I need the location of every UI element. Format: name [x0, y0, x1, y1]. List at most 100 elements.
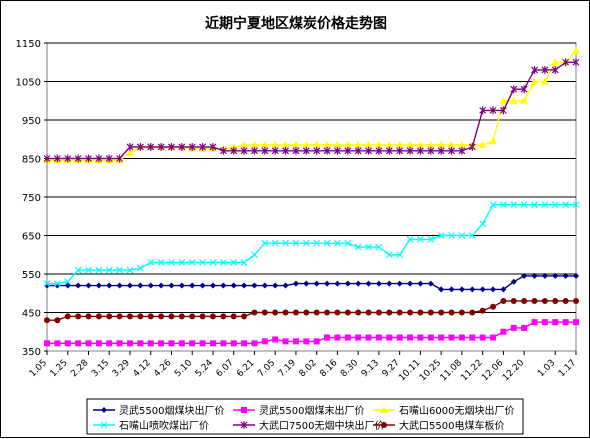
- series-6: [44, 297, 579, 324]
- data-point: [531, 201, 538, 209]
- data-point: [448, 232, 455, 239]
- data-point: [126, 340, 133, 347]
- data-point: [303, 338, 310, 345]
- data-point: [479, 307, 486, 314]
- data-point: [85, 313, 92, 320]
- data-point: [261, 309, 268, 316]
- x-tick-label: 4.12: [132, 358, 153, 379]
- data-point: [489, 201, 497, 209]
- y-tick-label: 1050: [16, 78, 41, 89]
- data-point: [521, 297, 528, 304]
- data-point: [573, 319, 579, 326]
- data-point: [458, 232, 466, 239]
- data-point: [540, 77, 549, 85]
- x-tick-label: 6.21: [235, 358, 256, 379]
- data-point: [147, 259, 155, 266]
- legend-item: 石嘴山喷吹煤出厂价: [93, 419, 209, 432]
- data-point: [261, 239, 269, 247]
- data-point: [147, 313, 154, 320]
- data-point: [147, 282, 154, 289]
- data-point: [458, 286, 465, 293]
- data-point: [417, 309, 424, 316]
- data-point: [458, 146, 466, 155]
- data-point: [386, 334, 393, 341]
- data-point: [417, 280, 424, 287]
- data-point: [530, 77, 539, 85]
- data-point: [479, 220, 487, 228]
- data-point: [334, 239, 341, 247]
- data-point: [479, 286, 486, 293]
- data-point: [189, 282, 196, 289]
- data-point: [116, 266, 124, 274]
- data-point: [178, 313, 185, 320]
- data-point: [380, 406, 388, 413]
- data-point: [417, 334, 424, 341]
- data-point: [510, 85, 518, 94]
- data-point: [313, 338, 320, 345]
- data-point: [416, 146, 424, 155]
- data-point: [147, 142, 155, 151]
- data-point: [230, 282, 237, 289]
- y-axis-ticks: 350 450 550 650 750 850 950 1050 1150: [16, 39, 47, 358]
- data-point: [354, 146, 362, 155]
- data-point: [291, 141, 300, 149]
- data-point: [199, 313, 206, 320]
- data-point: [552, 297, 559, 304]
- data-point: [396, 280, 403, 287]
- data-point: [64, 154, 72, 163]
- data-point: [365, 280, 372, 287]
- data-point: [437, 232, 445, 239]
- data-point: [240, 141, 249, 149]
- data-point: [531, 319, 538, 326]
- data-point: [260, 141, 269, 149]
- data-point: [230, 146, 238, 155]
- data-point: [381, 422, 387, 428]
- data-point: [43, 280, 51, 288]
- data-point: [43, 154, 51, 163]
- data-point: [158, 340, 165, 347]
- data-point: [292, 146, 300, 155]
- data-point: [396, 146, 404, 155]
- data-point: [209, 259, 217, 266]
- x-tick-label: 10.25: [418, 358, 443, 383]
- data-point: [552, 319, 559, 326]
- data-point: [219, 146, 227, 155]
- series-line: [47, 300, 576, 321]
- data-point: [241, 313, 248, 320]
- data-point: [101, 407, 107, 413]
- data-point: [251, 282, 258, 289]
- data-point: [168, 259, 175, 266]
- data-point: [489, 137, 498, 145]
- series-1: [44, 272, 579, 293]
- data-point: [241, 340, 248, 347]
- data-point: [478, 141, 487, 149]
- data-point: [447, 141, 456, 149]
- data-point: [85, 282, 92, 289]
- data-point: [126, 313, 133, 320]
- x-tick-label: 2.28: [69, 358, 90, 379]
- data-point: [541, 297, 548, 304]
- data-point: [385, 146, 393, 155]
- legend-label: 大武口7500无烟中块出厂价: [259, 419, 384, 432]
- data-point: [74, 266, 82, 274]
- series-line: [47, 61, 576, 160]
- data-point: [251, 251, 258, 259]
- data-point: [375, 146, 383, 155]
- data-point: [500, 297, 507, 304]
- data-point: [375, 334, 382, 341]
- data-point: [188, 142, 196, 151]
- data-point: [282, 282, 289, 289]
- data-point: [499, 106, 507, 115]
- data-point: [106, 340, 113, 347]
- data-point: [137, 313, 144, 320]
- data-point: [230, 340, 237, 347]
- data-point: [158, 313, 165, 320]
- data-point: [116, 313, 123, 320]
- data-point: [53, 154, 61, 163]
- data-point: [323, 239, 331, 247]
- legend-item: 石嘴山6000无烟块出厂价: [373, 404, 514, 417]
- data-point: [251, 309, 258, 316]
- data-point: [168, 142, 175, 151]
- data-point: [75, 340, 82, 347]
